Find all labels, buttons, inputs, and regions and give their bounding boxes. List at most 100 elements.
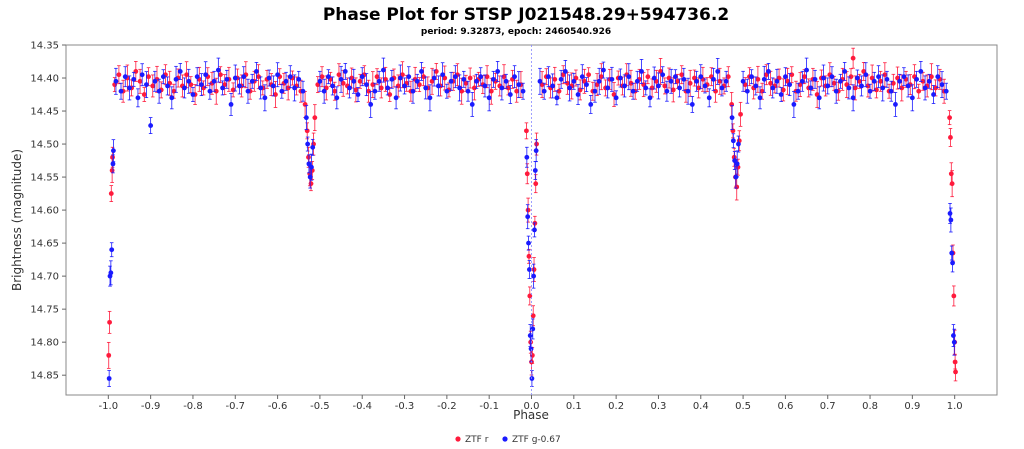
data-point	[780, 87, 786, 93]
data-point	[672, 74, 678, 80]
data-point	[601, 67, 606, 73]
data-point	[951, 293, 957, 299]
data-point	[899, 85, 905, 91]
data-point	[893, 102, 898, 107]
data-point	[905, 83, 911, 89]
x-tick-label: 0.7	[820, 401, 836, 412]
data-point	[397, 75, 403, 81]
data-point	[402, 83, 407, 89]
x-tick-label: -0.7	[226, 401, 246, 412]
data-point	[469, 102, 475, 107]
data-point	[109, 247, 115, 253]
data-point	[852, 85, 858, 91]
data-point	[305, 141, 311, 147]
data-point	[662, 83, 668, 89]
data-point	[232, 75, 238, 81]
data-point	[567, 85, 572, 91]
data-point	[577, 87, 583, 93]
data-point	[512, 74, 517, 80]
data-point	[135, 95, 141, 101]
y-axis-ticks: 14.35 14.40 14.45 14.50 14.55 14.60 14.65 14.70…	[30, 41, 66, 382]
data-point	[554, 95, 560, 101]
data-point	[880, 85, 886, 91]
data-point	[482, 83, 488, 89]
data-point	[850, 95, 856, 101]
x-tick-label: -0.6	[268, 401, 288, 412]
chart-title: Phase Plot for STSP J021548.29+594736.2	[323, 5, 729, 25]
data-point	[609, 76, 615, 82]
data-point	[795, 88, 801, 94]
data-point	[613, 95, 619, 101]
data-point	[530, 313, 536, 319]
data-point	[706, 95, 712, 101]
data-point	[127, 85, 132, 91]
data-point	[694, 78, 699, 84]
data-point	[256, 74, 261, 80]
data-point	[144, 82, 149, 88]
data-point	[366, 88, 371, 94]
data-point	[410, 88, 416, 94]
data-point	[816, 95, 822, 101]
data-point	[279, 88, 285, 94]
data-point	[854, 75, 860, 81]
data-point	[829, 74, 835, 80]
data-point	[617, 75, 623, 81]
x-tick-label: -1.0	[99, 401, 119, 412]
data-point	[203, 72, 209, 78]
data-point	[156, 88, 162, 94]
data-point	[873, 87, 879, 93]
data-point	[199, 82, 204, 88]
data-point	[184, 72, 190, 78]
data-point	[501, 74, 507, 80]
data-point	[713, 88, 718, 94]
data-point	[406, 74, 412, 80]
data-point	[953, 369, 958, 375]
data-point	[812, 76, 818, 82]
y-tick-label: 14.80	[30, 338, 59, 349]
y-tick-label: 14.70	[30, 272, 59, 283]
data-point	[931, 92, 936, 97]
data-point	[736, 141, 741, 147]
data-point	[207, 88, 213, 94]
data-point	[321, 88, 327, 94]
data-point	[230, 87, 236, 93]
data-point	[287, 74, 293, 80]
data-point	[137, 78, 143, 84]
data-point	[914, 76, 919, 82]
data-point	[457, 85, 462, 91]
data-point	[882, 72, 888, 78]
data-point	[948, 171, 954, 177]
x-tick-label: 0.6	[777, 401, 793, 412]
data-point	[723, 78, 729, 84]
data-point	[421, 74, 426, 80]
data-point	[681, 76, 687, 82]
data-point	[871, 78, 877, 84]
data-point	[649, 85, 655, 91]
data-point	[947, 210, 953, 216]
data-point	[317, 78, 323, 84]
data-point	[118, 88, 124, 94]
data-point	[571, 78, 577, 84]
data-point	[634, 78, 640, 84]
data-point	[783, 74, 788, 80]
x-tick-label: -0.3	[395, 401, 415, 412]
data-point	[802, 74, 807, 80]
y-axis-label: Brightness (magnitude)	[10, 149, 24, 291]
data-point	[452, 74, 458, 80]
data-point	[916, 88, 922, 94]
data-point	[643, 85, 649, 91]
data-point	[359, 74, 365, 80]
data-point	[372, 88, 378, 94]
data-point	[935, 74, 941, 80]
data-point	[888, 88, 894, 94]
data-point	[749, 74, 754, 80]
data-point	[213, 88, 219, 94]
data-point	[332, 88, 338, 94]
data-point	[303, 115, 309, 121]
x-tick-label: -0.8	[183, 401, 203, 412]
data-point	[753, 83, 759, 89]
data-point	[715, 69, 721, 74]
data-point	[427, 95, 433, 101]
chart-subtitle: period: 9.32873, epoch: 2460540.926	[421, 27, 611, 37]
data-point	[431, 75, 437, 81]
